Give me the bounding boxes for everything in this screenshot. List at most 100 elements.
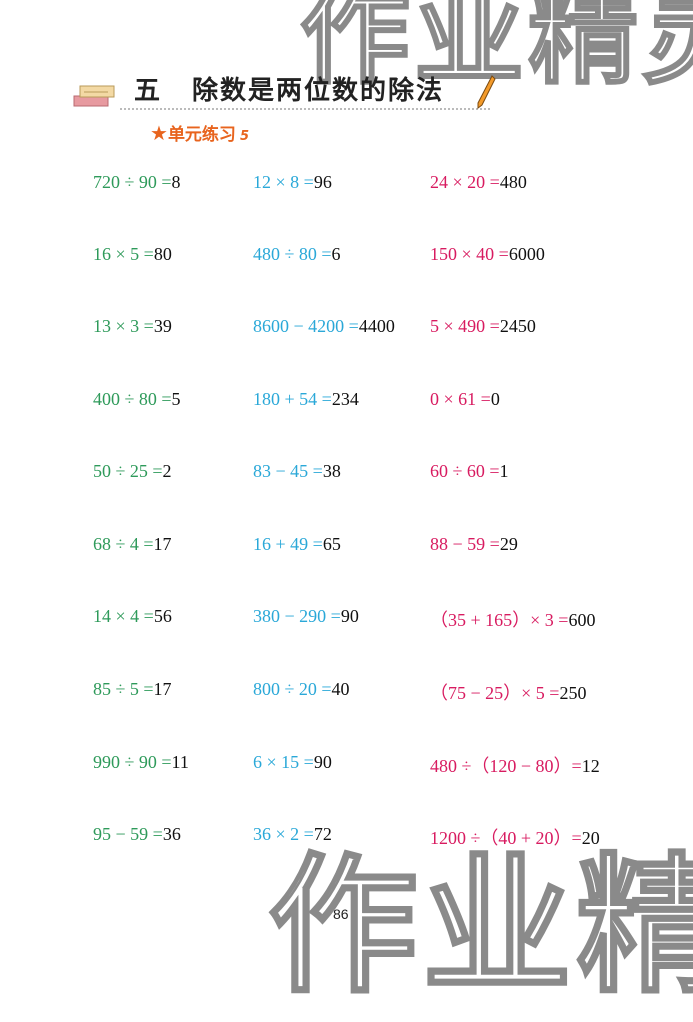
- answer: 17: [153, 679, 172, 699]
- answer: 90: [340, 606, 359, 626]
- answer: 80: [153, 244, 172, 264]
- question: 16 × 5 =: [93, 244, 154, 264]
- question: 0 × 61 =: [430, 389, 491, 409]
- equation: 990 ÷ 90 =11: [93, 752, 189, 773]
- star-icon: ★: [150, 121, 168, 145]
- equation: 36 × 2 =72: [253, 824, 332, 845]
- question: 150 × 40 =: [430, 244, 509, 264]
- question: 480 ÷ 80 =: [253, 244, 332, 264]
- equation: 60 ÷ 60 =1: [430, 461, 509, 482]
- equation: 1200 ÷（40 + 20）=20: [430, 824, 600, 850]
- answer: 8: [171, 172, 181, 192]
- page-number: 86: [333, 906, 349, 922]
- equation: 720 ÷ 90 =8: [93, 172, 181, 193]
- answer: 56: [153, 606, 172, 626]
- answer: 2450: [499, 316, 536, 336]
- question: 1200 ÷（40 + 20）=: [430, 828, 582, 848]
- equation: （35 + 165）× 3 =600: [430, 606, 595, 632]
- equation: 85 ÷ 5 =17: [93, 679, 172, 700]
- equation: 380 − 290 =90: [253, 606, 359, 627]
- question: 990 ÷ 90 =: [93, 752, 172, 772]
- answer: 234: [331, 389, 359, 409]
- equation: 13 × 3 =39: [93, 316, 172, 337]
- question: 5 × 490 =: [430, 316, 500, 336]
- chapter-title: 除数是两位数的除法: [192, 76, 445, 106]
- question: （35 + 165）× 3 =: [430, 610, 569, 630]
- answer: 40: [331, 679, 350, 699]
- question: 95 − 59 =: [93, 824, 163, 844]
- equation: 88 − 59 =29: [430, 534, 518, 555]
- equation: 400 ÷ 80 =5: [93, 389, 181, 410]
- section-suffix: 5: [239, 129, 249, 144]
- equation: 8600 − 4200 =4400: [253, 316, 395, 337]
- equation: 180 + 54 =234: [253, 389, 359, 410]
- question: 8600 − 4200 =: [253, 316, 359, 336]
- equation: 95 − 59 =36: [93, 824, 181, 845]
- equation: 480 ÷（120 − 80）=12: [430, 752, 600, 778]
- answer: 17: [153, 534, 172, 554]
- question: 36 × 2 =: [253, 824, 314, 844]
- question: 13 × 3 =: [93, 316, 154, 336]
- answer: 5: [171, 389, 181, 409]
- equation: 0 × 61 =0: [430, 389, 500, 410]
- equation: 150 × 40 =6000: [430, 244, 545, 265]
- answer: 38: [322, 461, 341, 481]
- equation: 800 ÷ 20 =40: [253, 679, 350, 700]
- answer: 65: [322, 534, 341, 554]
- books-icon: [73, 85, 115, 107]
- question: （75 − 25）× 5 =: [430, 683, 560, 703]
- answer: 250: [559, 683, 587, 703]
- answer: 6000: [508, 244, 545, 264]
- question: 50 ÷ 25 =: [93, 461, 163, 481]
- answer: 480: [499, 172, 527, 192]
- equation: （75 − 25）× 5 =250: [430, 679, 586, 705]
- chapter-number: 五: [134, 76, 161, 106]
- answer: 20: [581, 828, 600, 848]
- section-title: ★单元练习 5: [150, 120, 249, 145]
- question: 24 × 20 =: [430, 172, 500, 192]
- question: 380 − 290 =: [253, 606, 341, 626]
- equation: 16 × 5 =80: [93, 244, 172, 265]
- equation: 16 + 49 =65: [253, 534, 341, 555]
- answer: 96: [313, 172, 332, 192]
- answer: 12: [581, 756, 600, 776]
- question: 6 × 15 =: [253, 752, 314, 772]
- question: 12 × 8 =: [253, 172, 314, 192]
- answer: 39: [153, 316, 172, 336]
- answer: 90: [313, 752, 332, 772]
- question: 68 ÷ 4 =: [93, 534, 154, 554]
- watermark-bottom: 作业精灵: [267, 839, 693, 1016]
- equation: 480 ÷ 80 =6: [253, 244, 341, 265]
- question: 480 ÷（120 − 80）=: [430, 756, 582, 776]
- question: 85 ÷ 5 =: [93, 679, 154, 699]
- answer: 600: [568, 610, 596, 630]
- equation: 68 ÷ 4 =17: [93, 534, 172, 555]
- question: 400 ÷ 80 =: [93, 389, 172, 409]
- equation: 50 ÷ 25 =2: [93, 461, 172, 482]
- equation: 83 − 45 =38: [253, 461, 341, 482]
- question: 180 + 54 =: [253, 389, 332, 409]
- question: 800 ÷ 20 =: [253, 679, 332, 699]
- answer: 4400: [358, 316, 395, 336]
- question: 14 × 4 =: [93, 606, 154, 626]
- answer: 0: [490, 389, 500, 409]
- answer: 1: [499, 461, 509, 481]
- answer: 72: [313, 824, 332, 844]
- question: 16 + 49 =: [253, 534, 323, 554]
- equation: 6 × 15 =90: [253, 752, 332, 773]
- section-label: 单元练习: [167, 125, 236, 145]
- equation: 12 × 8 =96: [253, 172, 332, 193]
- chapter-header: 五 除数是两位数的除法: [72, 68, 502, 110]
- question: 720 ÷ 90 =: [93, 172, 172, 192]
- question: 88 − 59 =: [430, 534, 500, 554]
- answer: 6: [331, 244, 341, 264]
- equation: 5 × 490 =2450: [430, 316, 536, 337]
- question: 83 − 45 =: [253, 461, 323, 481]
- answer: 2: [162, 461, 172, 481]
- answer: 11: [171, 752, 189, 772]
- equation: 24 × 20 =480: [430, 172, 527, 193]
- answer: 29: [499, 534, 518, 554]
- answer: 36: [162, 824, 181, 844]
- question: 60 ÷ 60 =: [430, 461, 500, 481]
- divider: [120, 108, 490, 110]
